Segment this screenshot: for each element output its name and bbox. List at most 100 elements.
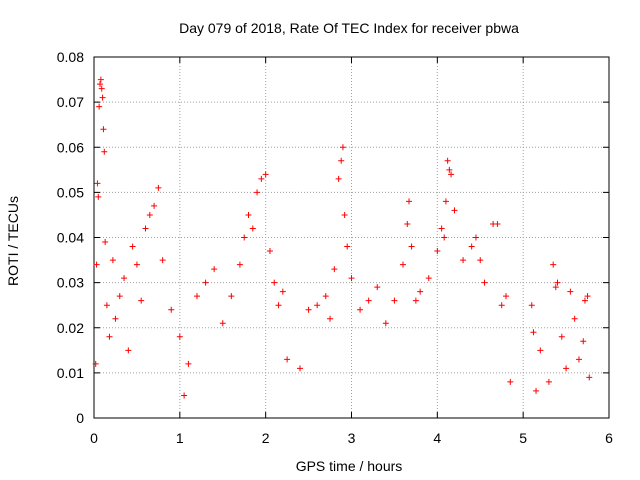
data-point-marker [266, 248, 273, 255]
data-point-marker [129, 243, 136, 250]
data-point-marker [271, 279, 278, 286]
data-point-marker [331, 266, 338, 273]
data-point-marker [125, 347, 132, 354]
grid-layer [94, 57, 609, 418]
y-tick-label: 0.03 [57, 275, 84, 291]
data-point-marker [112, 315, 119, 322]
data-point-marker [146, 211, 153, 218]
data-point-marker [406, 198, 413, 205]
data-point-marker [554, 279, 561, 286]
data-point-marker [100, 126, 107, 133]
tick-layer: 0 1 2 3 4 5 6 0 0.01 0.02 0.03 0.04 0.05 0.06 0.07 0.08 [57, 49, 613, 446]
data-point-marker [391, 297, 398, 304]
data-point-marker [297, 365, 303, 372]
data-point-marker [133, 261, 140, 268]
data-point-marker [101, 148, 108, 155]
data-point-marker [142, 225, 149, 232]
data-point-marker [109, 257, 116, 264]
data-point-marker [412, 297, 419, 304]
chart-title: Day 079 of 2018, Rate Of TEC Index for r… [179, 20, 519, 36]
data-point-marker [550, 261, 557, 268]
data-point-marker [348, 275, 355, 282]
y-tick-label: 0.08 [57, 49, 84, 65]
data-point-marker [159, 257, 166, 264]
y-tick-label: 0.07 [57, 94, 84, 110]
data-point-marker [275, 302, 282, 309]
data-point-marker [314, 302, 321, 309]
data-point-marker [468, 243, 475, 250]
data-point-marker [365, 297, 372, 304]
data-point-marker [404, 220, 411, 227]
data-point-marker [284, 356, 291, 363]
data-point-marker [211, 266, 218, 273]
data-point-marker [446, 166, 453, 173]
y-tick-label: 0.06 [57, 139, 84, 155]
data-point-marker [181, 392, 188, 399]
x-tick-label: 4 [433, 430, 441, 446]
data-point-marker [448, 171, 455, 178]
data-point-marker [425, 275, 432, 282]
data-point-marker [408, 243, 415, 250]
data-point-marker [103, 302, 110, 309]
y-tick-label: 0.02 [57, 320, 84, 336]
data-point-marker [400, 261, 406, 268]
data-point-marker [438, 225, 445, 232]
data-point-marker [93, 261, 100, 268]
data-point-marker [586, 374, 593, 381]
data-point-marker [241, 234, 248, 241]
data-point-marker [98, 85, 105, 92]
data-point-marker [279, 288, 286, 295]
data-point-marker [374, 284, 381, 291]
data-point-marker [305, 306, 312, 313]
data-point-marker [567, 288, 574, 295]
data-point-marker [228, 293, 235, 300]
data-point-marker [99, 94, 106, 101]
data-point-marker [581, 297, 588, 304]
data-point-marker [176, 333, 183, 340]
data-point-marker [580, 338, 587, 345]
y-tick-label: 0.01 [57, 365, 84, 381]
data-point-marker [472, 234, 479, 241]
x-tick-label: 1 [176, 430, 184, 446]
x-tick-label: 0 [90, 430, 98, 446]
data-point-marker [494, 220, 501, 227]
data-point-marker [417, 288, 424, 295]
data-point-marker [558, 333, 565, 340]
data-point-marker [121, 275, 128, 282]
data-point-marker [552, 284, 559, 291]
data-point-marker [249, 225, 256, 232]
data-point-marker [245, 211, 252, 218]
data-point-marker [97, 76, 104, 83]
data-point-marker [357, 306, 364, 313]
data-point-marker [92, 360, 99, 367]
data-point-marker [444, 157, 451, 164]
y-tick-label: 0 [76, 410, 84, 426]
marker-layer [92, 76, 593, 399]
data-point-marker [168, 306, 175, 313]
x-axis-label: GPS time / hours [296, 458, 403, 474]
y-axis-label: ROTI / TECUs [5, 196, 21, 286]
data-point-marker [507, 378, 514, 385]
data-point-marker [155, 184, 162, 191]
data-point-marker [254, 189, 261, 196]
data-point-marker [185, 360, 192, 367]
data-point-marker [481, 279, 488, 286]
data-point-marker [262, 171, 269, 178]
data-point-marker [460, 257, 467, 264]
data-point-marker [571, 315, 578, 322]
data-point-marker [327, 315, 334, 322]
data-point-marker [537, 347, 544, 354]
data-point-marker [530, 329, 537, 336]
data-point-marker [202, 279, 209, 286]
data-point-marker [344, 243, 351, 250]
data-point-marker [106, 333, 113, 340]
data-point-marker [528, 302, 535, 309]
data-point-marker [219, 320, 226, 327]
data-point-marker [434, 248, 441, 255]
data-point-marker [95, 193, 102, 200]
x-tick-label: 2 [262, 430, 270, 446]
data-point-marker [533, 387, 540, 394]
data-point-marker [138, 297, 145, 304]
